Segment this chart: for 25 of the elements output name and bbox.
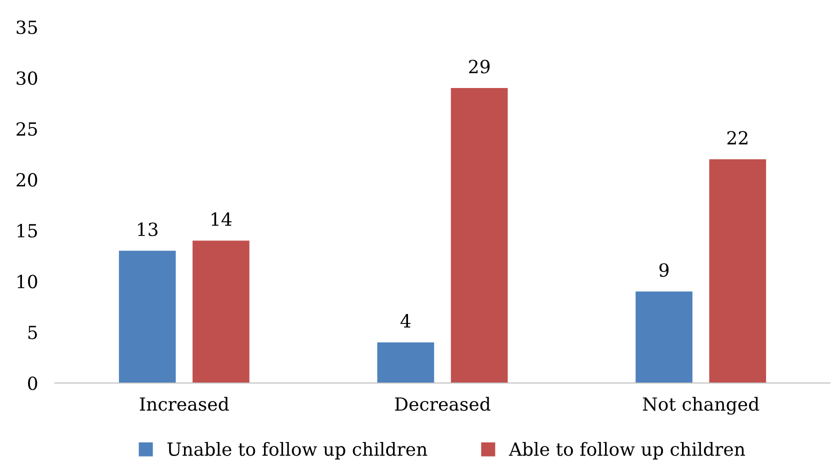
data-label: 9 — [659, 263, 669, 277]
y-tick-label: 5 — [28, 326, 37, 340]
x-tick-label: Increased — [140, 396, 229, 411]
bar — [636, 291, 692, 383]
bar — [450, 88, 508, 383]
y-tick-label: 30 — [16, 71, 38, 85]
y-tick-label: 20 — [16, 173, 38, 187]
bar — [709, 159, 766, 383]
legend-label: Able to follow up children — [508, 442, 745, 460]
x-tick-label: Decreased — [395, 396, 490, 411]
y-tick-label: 0 — [28, 376, 38, 390]
legend-label: Unable to follow up children — [167, 442, 428, 460]
y-tick-label: 15 — [18, 224, 37, 238]
bar — [118, 250, 176, 383]
y-tick-label: 35 — [16, 20, 37, 34]
x-tick-label: Not changed — [642, 396, 760, 415]
bar — [192, 240, 250, 383]
data-label: 22 — [727, 130, 748, 144]
bar — [377, 342, 434, 383]
y-tick-label: 10 — [18, 274, 38, 288]
y-tick-label: 25 — [16, 122, 37, 136]
data-label: 13 — [138, 222, 158, 236]
data-label: 4 — [400, 314, 411, 328]
data-label: 14 — [212, 212, 232, 226]
data-label: 29 — [469, 60, 490, 74]
